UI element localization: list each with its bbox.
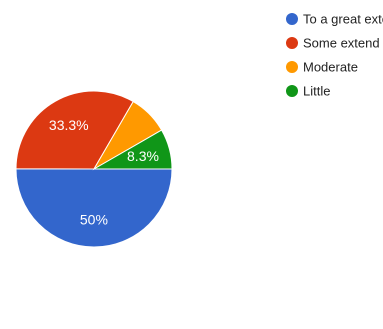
legend-label: Moderate [303,60,358,75]
legend-label: Some extend [303,36,380,51]
pie-data-label: 8.3% [127,148,159,164]
legend-swatch [286,13,298,25]
legend-swatch [286,85,298,97]
pie-data-label: 50% [80,212,108,228]
pie-data-label: 33.3% [49,117,89,133]
legend-label: To a great extent [303,12,383,27]
pie-slice-little[interactable] [92,129,173,170]
pie-slice-to-a-great-extent[interactable] [15,168,173,248]
legend: To a great extent Some extend Moderate Litt… [286,12,383,99]
legend-swatch [286,37,298,49]
legend-swatch [286,61,298,73]
pie-slices [15,90,173,248]
legend-label: Little [303,84,330,99]
pie-slice-some-extend[interactable] [15,90,134,170]
pie-data-labels: 50% 33.3% 8.3% [49,117,159,228]
